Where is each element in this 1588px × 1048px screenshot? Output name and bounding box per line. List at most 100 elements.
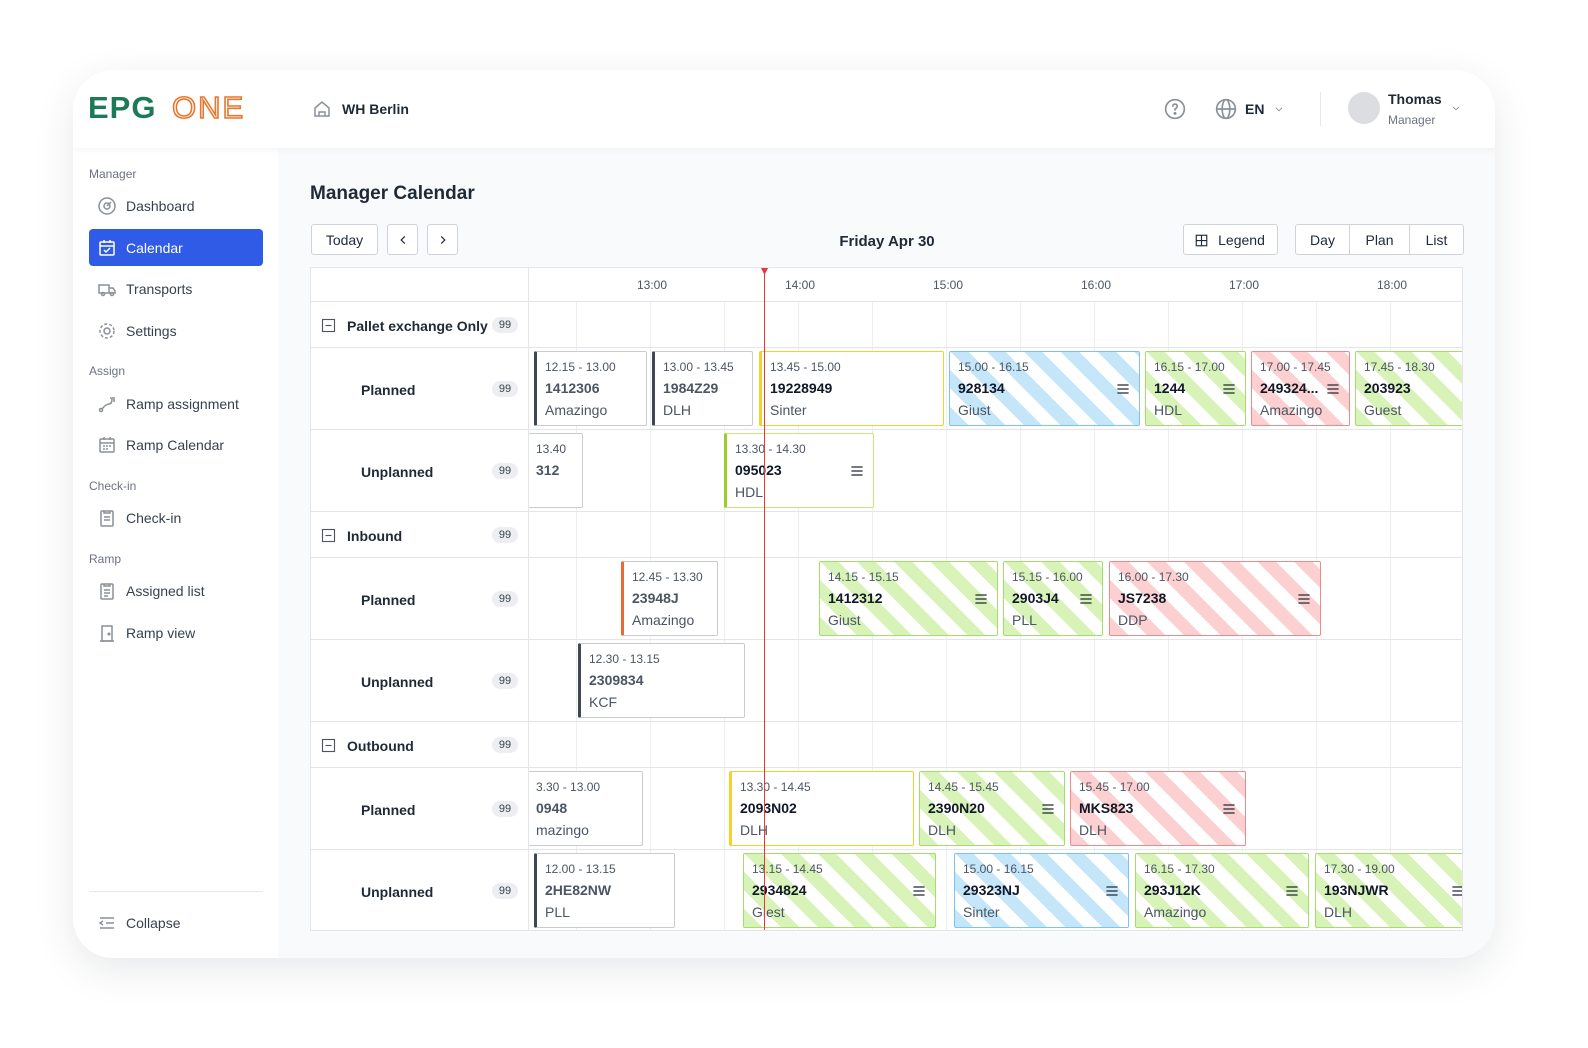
event-menu[interactable] [1104, 883, 1120, 899]
event-card[interactable]: 3.30 - 13.00 0948 mazingo [529, 771, 643, 846]
current-date: Friday Apr 30 [839, 233, 935, 250]
event-menu-svg [851, 466, 863, 476]
row-count: 99 [492, 381, 518, 397]
event-time: 16.15 - 17.30 [1144, 862, 1215, 876]
event-time: 13.30 - 14.45 [740, 780, 811, 794]
group-toggle[interactable] [321, 738, 336, 753]
event-card[interactable]: 17.30 - 19.00 193NJWR DLH [1315, 853, 1462, 928]
event-carrier: Giest [752, 904, 785, 920]
help-icon-svg [1164, 98, 1186, 120]
collapse[interactable]: Collapse [126, 915, 181, 931]
event-menu[interactable] [1078, 591, 1094, 607]
event-card[interactable]: 14.45 - 15.45 2390N20 DLH [919, 771, 1065, 846]
sidebar-section-title: Manager [89, 167, 137, 181]
event-menu[interactable] [1325, 381, 1341, 397]
language-caret-svg [1275, 107, 1283, 112]
event-id: 2934824 [752, 882, 807, 898]
event-card[interactable]: 13.45 - 15.00 19228949 Sinter [759, 351, 944, 426]
event-id: 249324... [1260, 380, 1319, 396]
event-id: 2309834 [589, 672, 644, 688]
prev-button[interactable] [387, 224, 418, 255]
event-card[interactable]: 17.00 - 17.45 249324... Amazingo [1251, 351, 1350, 426]
view-button[interactable]: List [1409, 224, 1464, 255]
group-toggle[interactable] [321, 528, 336, 543]
event-id: 1244 [1154, 380, 1186, 396]
event-card[interactable]: 16.15 - 17.00 1244 HDL [1145, 351, 1246, 426]
event-card[interactable]: 12.00 - 13.15 2HE82NW PLL [534, 853, 675, 928]
sidebar-item[interactable]: Assigned list [126, 583, 205, 599]
event-time: 13.30 - 14.30 [735, 442, 806, 456]
event-card[interactable]: 12.45 - 13.30 23948J Amazingo [621, 561, 718, 636]
view-button[interactable]: Day [1295, 224, 1350, 255]
sidebar-item[interactable]: Calendar [126, 240, 183, 256]
time-label: 17:00 [1228, 278, 1260, 292]
warehouse-icon [312, 99, 332, 119]
event-menu-svg [1223, 804, 1235, 814]
group-count: 99 [492, 527, 518, 543]
event-card[interactable]: 17.45 - 18.30 203923 Guest [1355, 351, 1462, 426]
prev-icon-svg [400, 235, 406, 245]
event-card[interactable]: 15.15 - 16.00 2903J4 PLL [1003, 561, 1103, 636]
event-menu[interactable] [911, 883, 927, 899]
row-line [311, 429, 1462, 430]
event-time: 13.45 - 15.00 [770, 360, 841, 374]
sidebar-item[interactable]: Transports [126, 281, 193, 297]
event-card[interactable]: 13.15 - 14.45 2934824 Giest [743, 853, 936, 928]
sidebar-icon-svg [100, 583, 114, 600]
sidebar-item[interactable]: Ramp view [126, 625, 196, 641]
event-menu[interactable] [1284, 883, 1300, 899]
group-toggle-svg [321, 318, 336, 333]
event-carrier: DLH [740, 822, 769, 838]
language[interactable]: EN [1245, 101, 1265, 117]
event-time: 17.30 - 19.00 [1324, 862, 1395, 876]
sidebar-icon [97, 435, 117, 455]
event-menu[interactable] [1450, 883, 1462, 899]
sidebar-item[interactable]: Ramp Calendar [126, 437, 225, 453]
sidebar-icon-svg [100, 625, 114, 642]
event-menu[interactable] [1115, 381, 1131, 397]
sidebar-icon-svg [98, 197, 116, 215]
event-card[interactable]: 13.40 312 [529, 433, 583, 508]
view-button[interactable]: Plan [1349, 224, 1410, 255]
sidebar-item[interactable]: Ramp assignment [126, 396, 239, 412]
event-menu[interactable] [1460, 381, 1462, 397]
event-carrier: DDP [1118, 612, 1148, 628]
event-card[interactable]: 15.00 - 16.15 29323NJ Sinter [954, 853, 1129, 928]
today-button[interactable]: Today [311, 224, 378, 255]
event-time: 16.15 - 17.00 [1154, 360, 1225, 374]
event-card[interactable]: 12.15 - 13.00 1412306 Amazingo [534, 351, 647, 426]
event-menu[interactable] [1040, 801, 1056, 817]
event-card[interactable]: 13.30 - 14.45 2093N02 DLH [729, 771, 914, 846]
legend-button[interactable]: Legend [1183, 224, 1278, 255]
event-menu[interactable] [1221, 801, 1237, 817]
event-card[interactable]: 16.00 - 17.30 JS7238 DDP [1109, 561, 1321, 636]
event-menu[interactable] [1221, 381, 1237, 397]
group-toggle[interactable] [321, 318, 336, 333]
event-id: 2093N02 [740, 800, 797, 816]
event-card[interactable]: 12.30 - 13.15 2309834 KCF [578, 643, 745, 718]
sidebar-item[interactable]: Check-in [126, 510, 182, 526]
logo-primary: EPG [88, 90, 157, 125]
event-carrier: HDL [735, 484, 764, 500]
event-card[interactable]: 13.00 - 13.45 1984Z29 DLH [652, 351, 753, 426]
event-card[interactable]: 14.15 - 15.15 1412312 Giust [819, 561, 998, 636]
event-card[interactable]: 15.45 - 17.00 MKS823 DLH [1070, 771, 1246, 846]
event-menu-svg [913, 886, 925, 896]
event-card[interactable]: 15.00 - 16.15 928134 Giust [949, 351, 1140, 426]
next-button[interactable] [427, 224, 458, 255]
event-carrier: DLH [1324, 904, 1353, 920]
event-menu[interactable] [1296, 591, 1312, 607]
page-title: Manager Calendar [310, 183, 475, 204]
sidebar-item[interactable]: Dashboard [126, 198, 195, 214]
user-name[interactable]: Thomas [1388, 91, 1442, 107]
row-count: 99 [492, 463, 518, 479]
event-card[interactable]: 16.15 - 17.30 293J12K Amazingo [1135, 853, 1309, 928]
group-toggle-svg [321, 738, 336, 753]
event-id: 095023 [735, 462, 782, 478]
event-menu[interactable] [973, 591, 989, 607]
sidebar-item[interactable]: Settings [126, 323, 177, 339]
event-card[interactable]: 13.30 - 14.30 095023 HDL [724, 433, 874, 508]
row-count: 99 [492, 673, 518, 689]
event-menu[interactable] [849, 463, 865, 479]
event-carrier: Giust [958, 402, 991, 418]
